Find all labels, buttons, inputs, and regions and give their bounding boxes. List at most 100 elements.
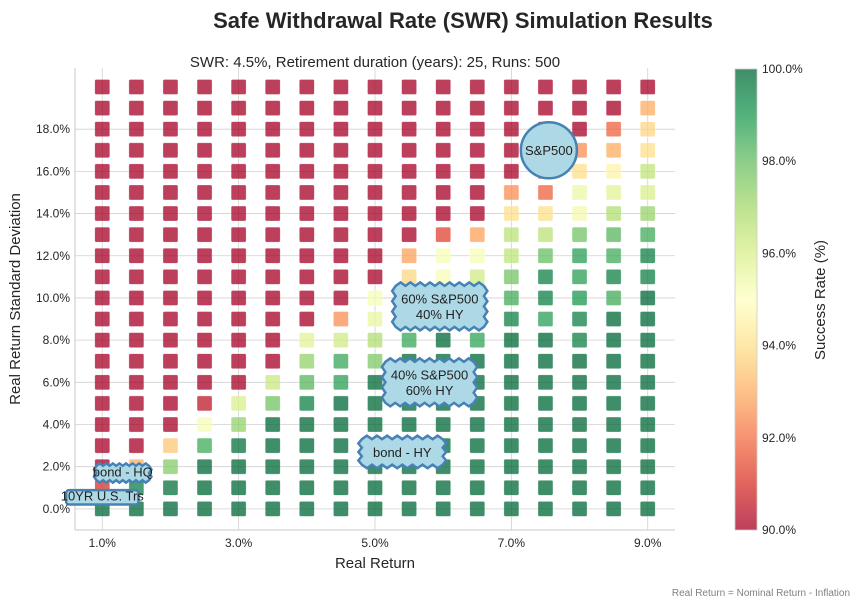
data-point	[605, 332, 622, 348]
data-point	[401, 205, 417, 222]
data-point	[333, 374, 349, 391]
data-point	[128, 79, 145, 95]
data-point	[605, 79, 622, 95]
data-point	[128, 121, 145, 137]
data-point	[94, 247, 111, 264]
data-point	[503, 79, 520, 95]
data-point	[162, 226, 179, 243]
data-point	[469, 163, 486, 180]
data-point	[94, 79, 111, 95]
data-point	[128, 163, 145, 180]
data-point	[264, 480, 281, 496]
data-point	[162, 121, 179, 137]
data-point	[367, 184, 383, 201]
data-point	[162, 142, 179, 159]
data-point	[299, 184, 315, 201]
tick-labels: 1.0% 3.0% 5.0% 7.0% 9.0% 0.0% 2.0% 4.0% 6.0% 8.0%…	[36, 122, 662, 550]
data-point	[639, 290, 656, 306]
data-point	[230, 395, 247, 412]
data-point	[196, 332, 213, 348]
data-point	[367, 353, 383, 370]
data-point	[128, 247, 145, 264]
colorbar-tick-label: 90.0%	[762, 523, 796, 537]
data-point	[264, 332, 281, 348]
data-point	[367, 79, 383, 95]
data-point	[367, 416, 383, 433]
colorbar-tick-label: 96.0%	[762, 246, 796, 260]
data-point	[571, 269, 588, 285]
colorbar: 90.0% 92.0% 94.0% 96.0% 98.0% 100.0%	[734, 62, 803, 537]
data-point	[162, 501, 179, 517]
data-point	[196, 142, 213, 159]
y-tick-label: 14.0%	[36, 207, 70, 221]
data-point	[605, 458, 622, 475]
data-point	[299, 121, 315, 137]
data-point	[162, 458, 179, 475]
data-point	[503, 205, 520, 222]
data-point	[162, 269, 179, 285]
annotation-bond-hy: bond - HY	[356, 434, 448, 470]
data-point	[469, 458, 486, 475]
colorbar-gradient	[734, 68, 758, 531]
data-point	[264, 353, 281, 370]
data-point	[333, 163, 349, 180]
data-point	[128, 311, 145, 327]
data-point	[333, 437, 349, 454]
data-point	[162, 290, 179, 306]
annotation-60-s-p500-40-hy: 60% S&P500 40% HY	[390, 280, 489, 332]
data-point	[128, 395, 145, 412]
data-point	[537, 374, 554, 391]
data-point	[128, 184, 145, 201]
data-point	[230, 79, 247, 95]
data-point	[537, 416, 554, 433]
data-point	[639, 226, 656, 243]
data-point	[503, 226, 520, 243]
data-point	[333, 353, 349, 370]
data-point	[264, 290, 281, 306]
data-point	[299, 437, 315, 454]
data-point	[333, 226, 349, 243]
data-point	[605, 290, 622, 306]
data-point	[94, 395, 111, 412]
data-point	[605, 184, 622, 201]
data-point	[299, 205, 315, 222]
y-tick-label: 2.0%	[43, 460, 71, 474]
data-point	[162, 247, 179, 264]
data-point	[230, 184, 247, 201]
data-point	[537, 290, 554, 306]
data-point	[94, 121, 111, 137]
data-point	[299, 142, 315, 159]
data-point	[333, 332, 349, 348]
data-point	[503, 437, 520, 454]
data-point	[503, 416, 520, 433]
y-tick-label: 12.0%	[36, 249, 70, 263]
data-point	[537, 332, 554, 348]
data-point	[435, 247, 451, 264]
annotation-line: 40% S&P500	[391, 367, 468, 382]
data-point	[605, 374, 622, 391]
data-point	[367, 247, 383, 264]
annotation-box	[64, 488, 140, 506]
data-point	[401, 79, 417, 95]
y-tick-label: 18.0%	[36, 122, 70, 136]
data-point	[367, 163, 383, 180]
data-point	[571, 416, 588, 433]
y-tick-label: 10.0%	[36, 291, 70, 305]
data-point	[196, 290, 213, 306]
data-point	[435, 184, 451, 201]
data-point	[196, 226, 213, 243]
data-point	[571, 163, 588, 180]
data-point	[639, 480, 656, 496]
data-point	[435, 100, 451, 116]
data-point	[367, 374, 383, 391]
data-point	[230, 353, 247, 370]
data-point	[264, 458, 281, 475]
data-point	[367, 205, 383, 222]
footnote: Real Return = Nominal Return - Inflation	[672, 588, 850, 599]
data-point	[639, 374, 656, 391]
data-point	[537, 247, 554, 264]
data-point	[503, 163, 520, 180]
data-point	[333, 247, 349, 264]
data-point	[503, 395, 520, 412]
x-tick-label: 3.0%	[225, 536, 253, 550]
